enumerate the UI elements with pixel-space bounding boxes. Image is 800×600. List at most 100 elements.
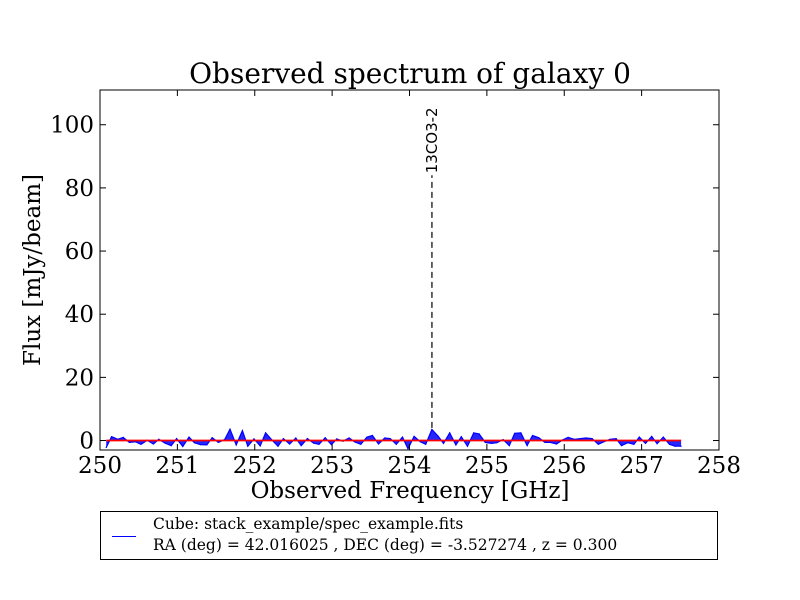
spectrum-point: [176, 438, 178, 440]
spectrum-point: [555, 443, 558, 445]
axis-ticks: 250 251 252 253 254 255 256 257 258 0 20 40 60 80 100: [50, 90, 741, 479]
spectrum-point: [431, 428, 433, 431]
chart-marks: 13CO3-2: [105, 107, 682, 451]
spectrum-point: [466, 445, 469, 447]
spectrum-point: [442, 442, 445, 444]
spectrum-point: [508, 445, 510, 447]
spectrum-point: [122, 436, 124, 438]
plot-area: [99, 89, 720, 451]
spectrum-point: [579, 438, 582, 440]
x-tick-label: 257: [620, 453, 664, 479]
spectrum-point: [140, 443, 142, 445]
chart-title: Observed spectrum of galaxy 0: [189, 57, 631, 90]
spectrum-point: [549, 441, 551, 443]
spectrum-point: [627, 442, 629, 444]
spectrum-point: [217, 441, 219, 443]
spectrum-point: [478, 433, 480, 435]
spectrum-point: [200, 444, 202, 446]
spectrum-point: [662, 436, 664, 438]
spectrum-point: [152, 443, 154, 445]
spectrum-point: [348, 437, 350, 439]
spectrum-point: [656, 443, 658, 445]
spectrum-point: [514, 432, 516, 434]
spectrum-point: [395, 443, 397, 445]
spectrum-point: [603, 441, 605, 443]
spectrum-point: [473, 432, 475, 434]
spectrum-point: [668, 443, 671, 445]
spectrum-point: [455, 444, 457, 446]
spectrum-point: [105, 446, 107, 449]
spectrum-point: [111, 436, 113, 438]
spectrum-point: [609, 438, 611, 440]
spectrum-point: [229, 428, 231, 430]
spectrum-point: [449, 432, 451, 434]
y-tick-label: 100: [50, 113, 94, 139]
spectrum-point: [235, 444, 237, 446]
spectrum-point: [354, 441, 356, 443]
spectrum-point: [674, 445, 676, 447]
spectrum-point: [324, 437, 326, 439]
spectrum-line: [105, 427, 682, 451]
x-tick-label: 250: [78, 453, 122, 479]
spectrum-point: [182, 445, 184, 448]
x-axis-label: Observed Frequency [GHz]: [251, 478, 570, 504]
spectrum-point: [544, 441, 546, 443]
spectrum-point: [651, 435, 653, 437]
spectrum-point: [425, 443, 427, 445]
x-tick-label: 254: [388, 453, 432, 479]
spectrum-point: [389, 438, 391, 440]
spectrum-point: [384, 437, 386, 439]
spectrum-point: [206, 444, 208, 446]
spectrum-point: [591, 438, 593, 440]
x-tick-label: 256: [542, 453, 586, 479]
x-tick-label: 252: [233, 453, 277, 479]
spectrum-point: [193, 442, 195, 444]
spectrum-point: [526, 445, 528, 447]
y-tick-label: 0: [79, 429, 94, 455]
spectrum-point: [638, 436, 640, 438]
spectrum-point: [371, 434, 373, 437]
spectrum-point: [164, 442, 166, 444]
spectrum-point: [306, 438, 308, 440]
spectrum-point: [277, 445, 279, 447]
legend-swatch-cube: [112, 536, 136, 537]
y-tick-label: 20: [65, 365, 94, 391]
spectrum-point: [300, 445, 302, 447]
spectrum-point: [295, 437, 297, 439]
spectrum-point: [282, 438, 284, 440]
spectrum-point: [419, 441, 421, 443]
spectrum-point: [360, 443, 362, 445]
spectrum-point: [401, 436, 404, 438]
spectrum-fill: [106, 429, 682, 449]
y-tick-label: 80: [65, 176, 94, 202]
spectrum-point: [188, 436, 190, 438]
spectrum-point: [170, 445, 172, 447]
legend-coordinates: RA (deg) = 42.016025 , DEC (deg) = -3.52…: [153, 536, 618, 554]
spectrum-point: [158, 438, 160, 440]
spectrum-point: [413, 435, 415, 437]
x-tick-label: 251: [155, 453, 199, 479]
spectrum-point: [128, 441, 130, 443]
spectrum-point: [615, 438, 617, 440]
spectrum-point: [259, 445, 261, 447]
spectrum-point: [644, 442, 647, 444]
spectrum-point: [484, 441, 486, 443]
spectrum-point: [620, 445, 623, 447]
spectrum-point: [366, 436, 368, 438]
x-tick-label: 258: [697, 453, 741, 479]
x-tick-label: 253: [310, 453, 354, 479]
spectrum-point: [680, 445, 682, 447]
spectrum-point: [585, 437, 587, 439]
y-tick-label: 40: [65, 302, 94, 328]
spectrum-point: [490, 442, 493, 444]
spectrum-point: [247, 445, 249, 447]
spectrum-point: [573, 438, 575, 440]
spectrum-point: [253, 438, 255, 440]
spectrum-point: [520, 432, 522, 434]
y-axis-label: Flux [mJy/beam]: [20, 174, 46, 366]
spectrum-point: [265, 432, 267, 434]
spectrum-point: [538, 437, 540, 439]
y-tick-label: 60: [65, 239, 94, 265]
spectrum-point: [336, 438, 338, 440]
